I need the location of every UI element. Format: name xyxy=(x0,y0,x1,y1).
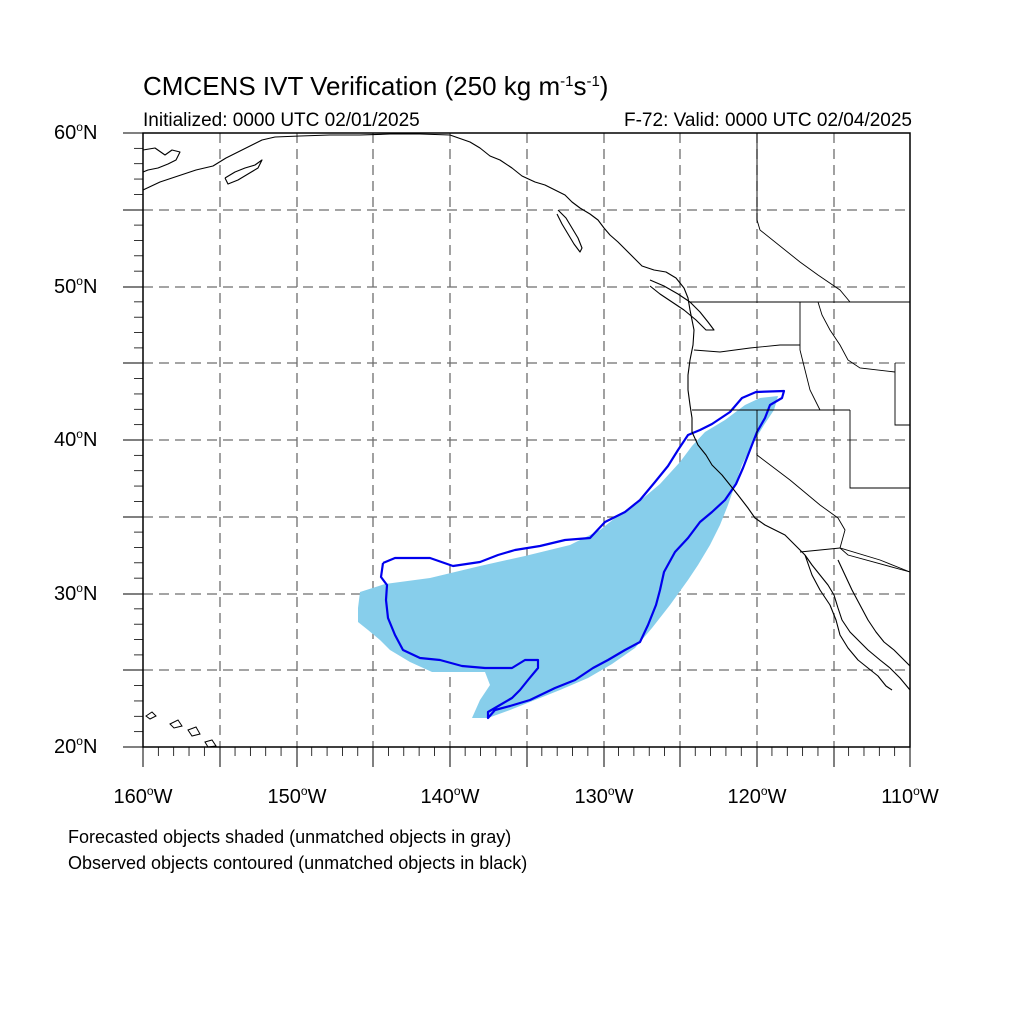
nevada-border xyxy=(756,410,839,519)
washington-oregon xyxy=(693,344,800,353)
alaska-peninsula xyxy=(142,147,181,173)
lat-label-30: 30oN xyxy=(54,581,98,605)
arizona-border xyxy=(837,517,911,573)
lon-label-150: 150oW xyxy=(267,784,327,808)
footnote-observed: Observed objects contoured (unmatched ob… xyxy=(68,853,528,873)
forecast-ivt-object xyxy=(358,396,778,718)
title-mid: s xyxy=(573,71,587,101)
title-end: ) xyxy=(599,71,609,101)
alaska-coast xyxy=(142,133,911,691)
valid-time-label: F-72: Valid: 0000 UTC 02/04/2025 xyxy=(624,110,912,131)
lon-label-160: 160oW xyxy=(113,784,173,808)
init-time-label: Initialized: 0000 UTC 02/01/2025 xyxy=(143,110,420,131)
chart-title: CMCENS IVT Verification (250 kg m-1s-1) xyxy=(143,70,608,102)
footnote-forecast: Forecasted objects shaded (unmatched obj… xyxy=(68,827,512,847)
title-exponent-2: -1 xyxy=(586,73,600,90)
coastlines xyxy=(142,133,911,691)
vancouver-island xyxy=(649,279,715,331)
gulf-of-california xyxy=(837,559,911,667)
wyoming-border xyxy=(894,363,910,426)
title-main: CMCENS IVT Verification (250 kg m xyxy=(143,71,561,101)
axis-ticks xyxy=(123,132,911,767)
hawaii-islands xyxy=(145,711,217,748)
lon-label-110: 110oW xyxy=(881,784,939,808)
lat-label-20: 20oN xyxy=(54,734,98,758)
political-borders xyxy=(688,133,911,573)
idaho-border xyxy=(799,302,821,411)
lat-label-50: 50oN xyxy=(54,274,98,298)
minor-ticks xyxy=(134,147,896,756)
gridlines xyxy=(143,133,910,747)
lon-label-130: 130oW xyxy=(574,784,634,808)
lon-label-140: 140oW xyxy=(420,784,480,808)
canada-boundary-ak xyxy=(756,133,851,303)
hawaii-island-4 xyxy=(204,739,217,748)
lon-label-120: 120oW xyxy=(727,784,787,808)
mexico-border xyxy=(799,547,911,573)
kodiak-island xyxy=(224,159,263,185)
observed-ivt-contour xyxy=(379,389,786,720)
hawaii-island-1 xyxy=(145,711,157,720)
montana-border xyxy=(817,301,896,373)
hawaii-island-2 xyxy=(169,719,183,729)
lat-label-60: 60oN xyxy=(54,120,98,144)
utah-border xyxy=(849,410,910,489)
hawaii-island-3 xyxy=(187,726,201,737)
title-exponent-1: -1 xyxy=(560,73,574,90)
baja-coast xyxy=(804,554,893,691)
lat-label-40: 40oN xyxy=(54,427,98,451)
haida-gwaii xyxy=(556,209,583,253)
